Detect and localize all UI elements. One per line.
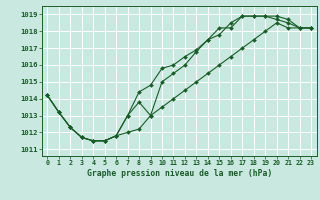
X-axis label: Graphe pression niveau de la mer (hPa): Graphe pression niveau de la mer (hPa): [87, 169, 272, 178]
